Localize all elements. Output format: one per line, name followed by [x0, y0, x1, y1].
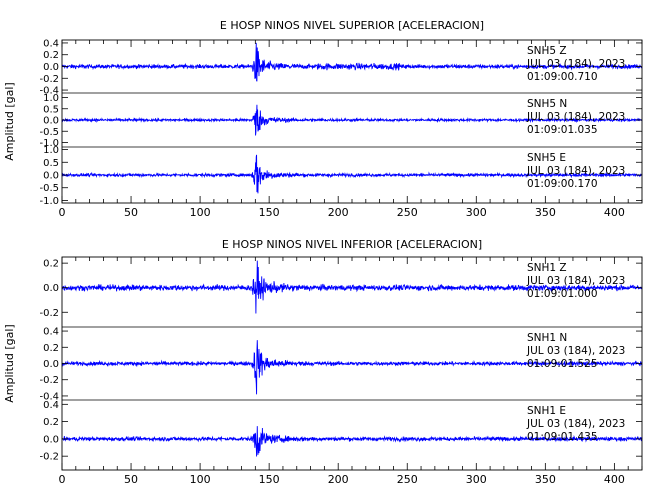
y-tick-label: 1.0	[43, 145, 59, 156]
y-tick-label: -0.2	[39, 74, 59, 85]
date-label: JUL 03 (184), 2023	[526, 58, 625, 70]
y-tick-label: -0.5	[39, 127, 59, 138]
time-label: 01:09:00.710	[527, 71, 598, 83]
station-label: SNH5 E	[527, 152, 566, 164]
x-tick-label: 400	[604, 473, 625, 486]
y-tick-label: 0.0	[43, 62, 59, 73]
date-label: JUL 03 (184), 2023	[526, 418, 625, 430]
y-tick-label: 0.5	[43, 158, 59, 169]
y-tick-label: -0.4	[39, 391, 59, 402]
date-label: JUL 03 (184), 2023	[526, 111, 625, 123]
y-tick-label: -1.0	[39, 196, 59, 207]
date-label: JUL 03 (184), 2023	[526, 345, 625, 357]
x-tick-label: 200	[328, 473, 349, 486]
x-tick-label: 300	[466, 206, 487, 219]
y-tick-label: -0.2	[39, 452, 59, 463]
time-label: 01:09:01.435	[527, 431, 598, 443]
station-label: SNH1 E	[527, 405, 566, 417]
y-tick-label: 0.4	[43, 327, 59, 338]
y-tick-label: 0.4	[43, 400, 59, 411]
x-tick-label: 350	[535, 206, 556, 219]
y-tick-label: -0.5	[39, 183, 59, 194]
time-label: 01:09:00.170	[527, 178, 598, 190]
time-label: 01:09:01.000	[527, 288, 598, 300]
y-tick-label: -0.4	[39, 86, 59, 97]
x-tick-label: 50	[124, 473, 138, 486]
x-tick-label: 150	[259, 206, 280, 219]
station-label: SNH1 Z	[527, 262, 567, 274]
x-tick-label: 0	[59, 473, 66, 486]
waveform-line	[61, 260, 643, 314]
y-axis-label: Amplitud [gal]	[3, 324, 16, 402]
y-tick-label: 0.2	[43, 343, 59, 354]
y-tick-label: -1.0	[39, 138, 59, 149]
x-tick-label: 200	[328, 206, 349, 219]
waveform-line	[61, 104, 643, 136]
panel-2: E HOSP NINOS NIVEL INFERIOR [ACELERACION…	[3, 238, 643, 486]
y-tick-label: 0.2	[43, 417, 59, 428]
x-tick-label: 400	[604, 206, 625, 219]
y-tick-label: 0.0	[43, 434, 59, 445]
y-tick-label: 0.0	[43, 283, 59, 294]
y-tick-label: 0.2	[43, 50, 59, 61]
date-label: JUL 03 (184), 2023	[526, 165, 625, 177]
y-tick-label: 0.4	[43, 38, 59, 49]
y-axis-label: Amplitud [gal]	[3, 82, 16, 160]
time-label: 01:09:01.035	[527, 124, 598, 136]
y-tick-label: -0.2	[39, 375, 59, 386]
station-label: SNH5 Z	[527, 45, 567, 57]
waveform-line	[61, 42, 643, 82]
y-tick-label: 0.0	[43, 116, 59, 127]
y-tick-label: -0.2	[39, 308, 59, 319]
time-label: 01:09:01.525	[527, 358, 598, 370]
y-tick-label: 0.2	[43, 259, 59, 270]
date-label: JUL 03 (184), 2023	[526, 275, 625, 287]
waveform-line	[61, 340, 643, 395]
panel-title: E HOSP NINOS NIVEL INFERIOR [ACELERACION…	[222, 238, 482, 251]
x-tick-label: 50	[124, 206, 138, 219]
x-tick-label: 0	[59, 206, 66, 219]
panel-1: E HOSP NINOS NIVEL SUPERIOR [ACELERACION…	[3, 19, 643, 219]
x-tick-label: 100	[190, 473, 211, 486]
x-tick-label: 100	[190, 206, 211, 219]
station-label: SNH5 N	[527, 98, 567, 110]
waveform-line	[61, 426, 643, 457]
y-tick-label: 0.5	[43, 104, 59, 115]
panel-title: E HOSP NINOS NIVEL SUPERIOR [ACELERACION…	[220, 19, 484, 32]
y-tick-label: 1.0	[43, 93, 59, 104]
x-tick-label: 250	[397, 473, 418, 486]
y-tick-label: 0.0	[43, 359, 59, 370]
x-tick-label: 150	[259, 473, 280, 486]
waveform-line	[61, 154, 643, 194]
station-label: SNH1 N	[527, 332, 567, 344]
x-tick-label: 350	[535, 473, 556, 486]
x-tick-label: 300	[466, 473, 487, 486]
y-tick-label: 0.0	[43, 171, 59, 182]
x-tick-label: 250	[397, 206, 418, 219]
